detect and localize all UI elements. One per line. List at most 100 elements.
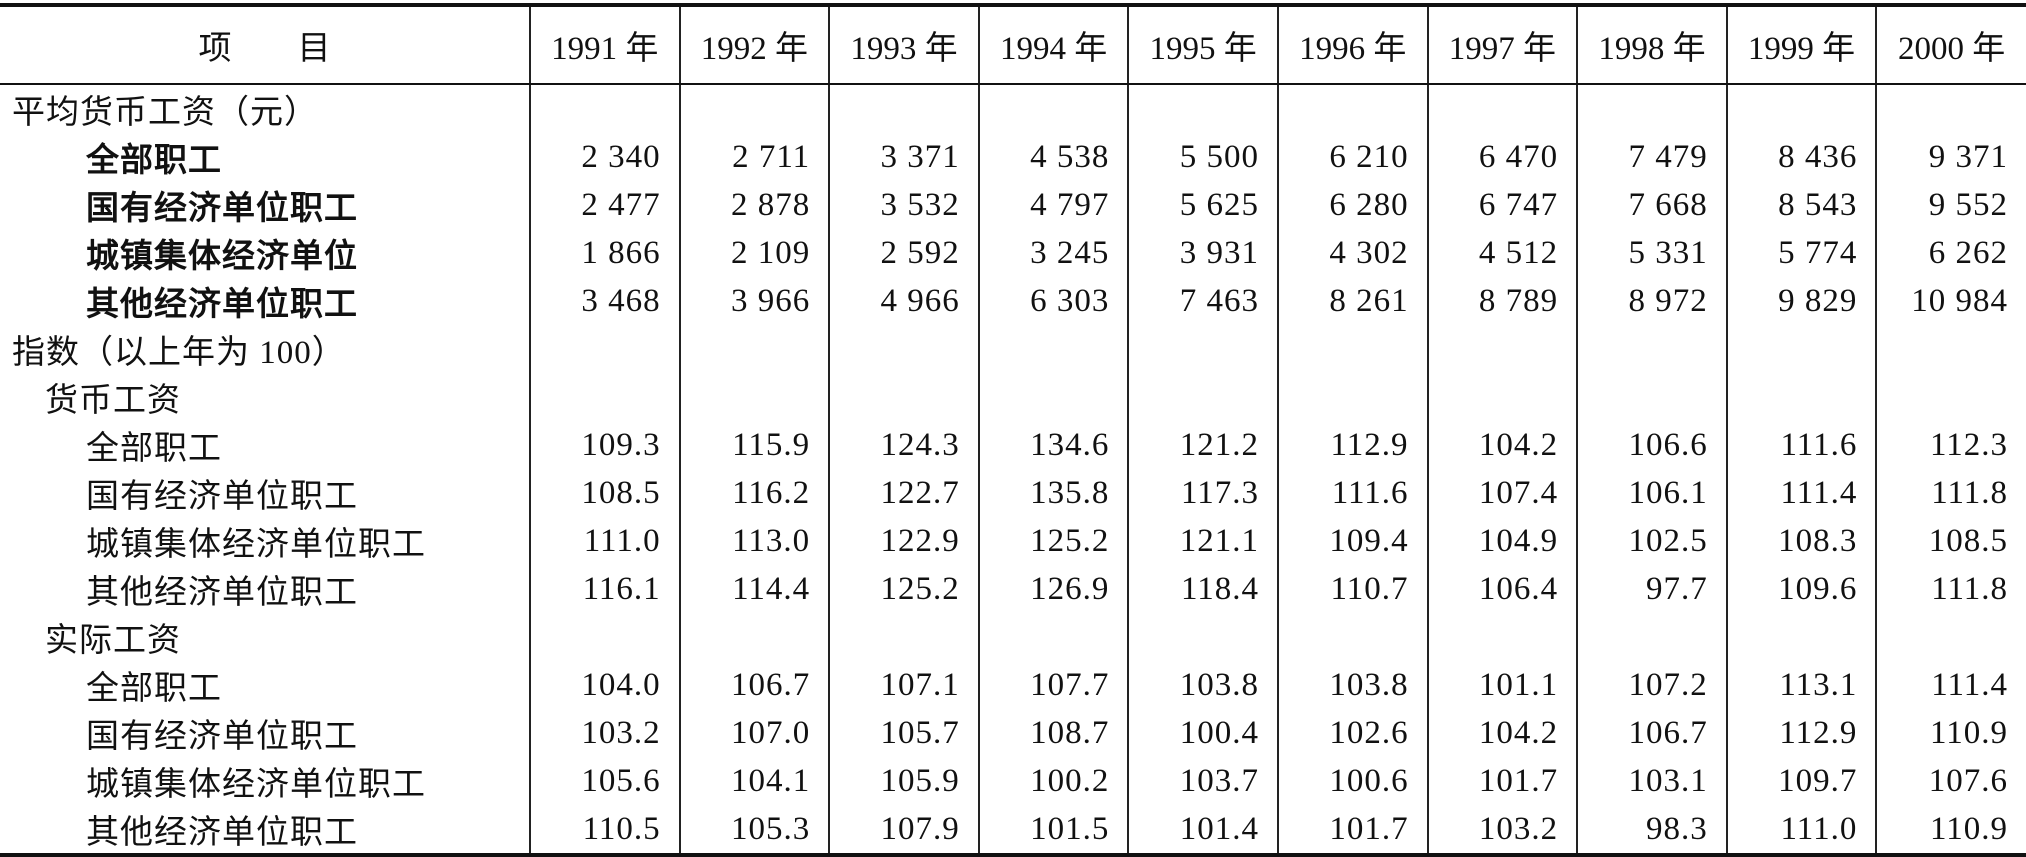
value-cell: 117.3 [1127,469,1278,517]
value-cell: 7 668 [1576,181,1727,229]
value-cell: 107.2 [1576,661,1727,709]
empty-cell [529,84,680,133]
data-row: 城镇集体经济单位 1 866 2 109 2 592 3 245 3 931 4 302 4 … [0,229,2026,277]
value-cell: 112.3 [1875,421,2026,469]
value-cell: 4 797 [977,181,1129,229]
value-cell: 109.4 [1276,517,1428,565]
year-header: 1997 年 [1426,3,1578,85]
value-cell: 2 711 [678,133,830,181]
value-cell: 4 966 [828,277,979,325]
value-cell: 5 500 [1127,133,1278,181]
year-header: 1991 年 [529,3,680,85]
empty-cell [1576,613,1727,661]
value-cell: 100.2 [977,757,1129,805]
value-cell: 113.0 [678,517,830,565]
value-cell: 121.1 [1127,517,1278,565]
value-cell: 4 512 [1426,229,1578,277]
value-cell: 135.8 [977,469,1129,517]
value-cell: 8 543 [1725,181,1877,229]
value-cell: 110.9 [1875,805,2026,857]
data-row: 其他经济单位职工 110.5 105.3 107.9 101.5 101.4 101.7 10… [0,805,2026,857]
empty-cell [678,84,830,133]
data-row: 其他经济单位职工 3 468 3 966 4 966 6 303 7 463 8 261 8 … [0,277,2026,325]
row-label: 全部职工 [86,671,222,707]
empty-cell [1276,325,1428,373]
value-cell: 104.9 [1426,517,1578,565]
value-cell: 126.9 [977,565,1129,613]
empty-cell [1127,84,1278,133]
year-header: 1996 年 [1276,3,1428,85]
value-cell: 101.4 [1127,805,1278,857]
value-cell: 106.7 [1576,709,1727,757]
value-cell: 7 479 [1576,133,1727,181]
empty-cell [977,84,1129,133]
value-cell: 104.0 [529,661,680,709]
value-cell: 5 331 [1576,229,1727,277]
value-cell: 116.2 [678,469,830,517]
empty-cell [1725,613,1877,661]
data-row: 城镇集体经济单位职工 105.6 104.1 105.9 100.2 103.7 100.6… [0,757,2026,805]
value-cell: 106.6 [1576,421,1727,469]
value-cell: 121.2 [1127,421,1278,469]
value-cell: 102.6 [1276,709,1428,757]
value-cell: 110.9 [1875,709,2026,757]
data-row: 全部职工 2 340 2 711 3 371 4 538 5 500 6 210 6 470 7… [0,133,2026,181]
value-cell: 3 931 [1127,229,1278,277]
value-cell: 6 280 [1276,181,1428,229]
value-cell: 10 984 [1875,277,2026,325]
value-cell: 134.6 [977,421,1129,469]
empty-cell [678,325,830,373]
title-row: 实际工资 [0,613,2026,661]
empty-cell [828,613,979,661]
value-cell: 112.9 [1725,709,1877,757]
value-cell: 102.5 [1576,517,1727,565]
value-cell: 97.7 [1576,565,1727,613]
empty-cell [828,325,979,373]
value-cell: 3 245 [977,229,1129,277]
row-label: 其他经济单位职工 [0,805,530,857]
value-cell: 8 436 [1725,133,1877,181]
empty-cell [1725,84,1877,133]
value-cell: 125.2 [828,565,979,613]
empty-cell [1426,84,1578,133]
value-cell: 112.9 [1276,421,1428,469]
empty-cell [828,84,979,133]
value-cell: 103.8 [1276,661,1428,709]
value-cell: 113.1 [1725,661,1877,709]
empty-cell [1127,325,1278,373]
row-label: 国有经济单位职工 [86,479,358,515]
value-cell: 107.1 [828,661,979,709]
row-label: 国有经济单位职工 [86,719,358,755]
value-cell: 101.5 [977,805,1129,857]
value-cell: 101.1 [1426,661,1578,709]
value-cell: 103.7 [1127,757,1278,805]
value-cell: 116.1 [529,565,680,613]
value-cell: 5 625 [1127,181,1278,229]
value-cell: 103.8 [1127,661,1278,709]
value-cell: 108.5 [1875,517,2026,565]
value-cell: 122.9 [828,517,979,565]
year-header: 1995 年 [1127,3,1278,85]
value-cell: 109.7 [1725,757,1877,805]
title-row: 平均货币工资（元） [0,84,2026,133]
value-cell: 101.7 [1276,805,1428,857]
value-cell: 111.8 [1875,469,2026,517]
empty-cell [1725,325,1877,373]
row-label: 其他经济单位职工 [86,287,358,323]
empty-cell [1576,325,1727,373]
title-row: 指数（以上年为 100） [0,325,2026,373]
value-cell: 6 747 [1426,181,1578,229]
value-cell: 4 538 [977,133,1129,181]
value-cell: 1 866 [529,229,680,277]
row-label: 国有经济单位职工 [86,191,358,227]
empty-cell [1875,373,2026,421]
value-cell: 6 262 [1875,229,2026,277]
item-header: 项 目 [0,3,530,85]
empty-cell [1875,84,2026,133]
value-cell: 2 340 [529,133,680,181]
value-cell: 3 371 [828,133,979,181]
empty-cell [1576,373,1727,421]
value-cell: 114.4 [678,565,830,613]
